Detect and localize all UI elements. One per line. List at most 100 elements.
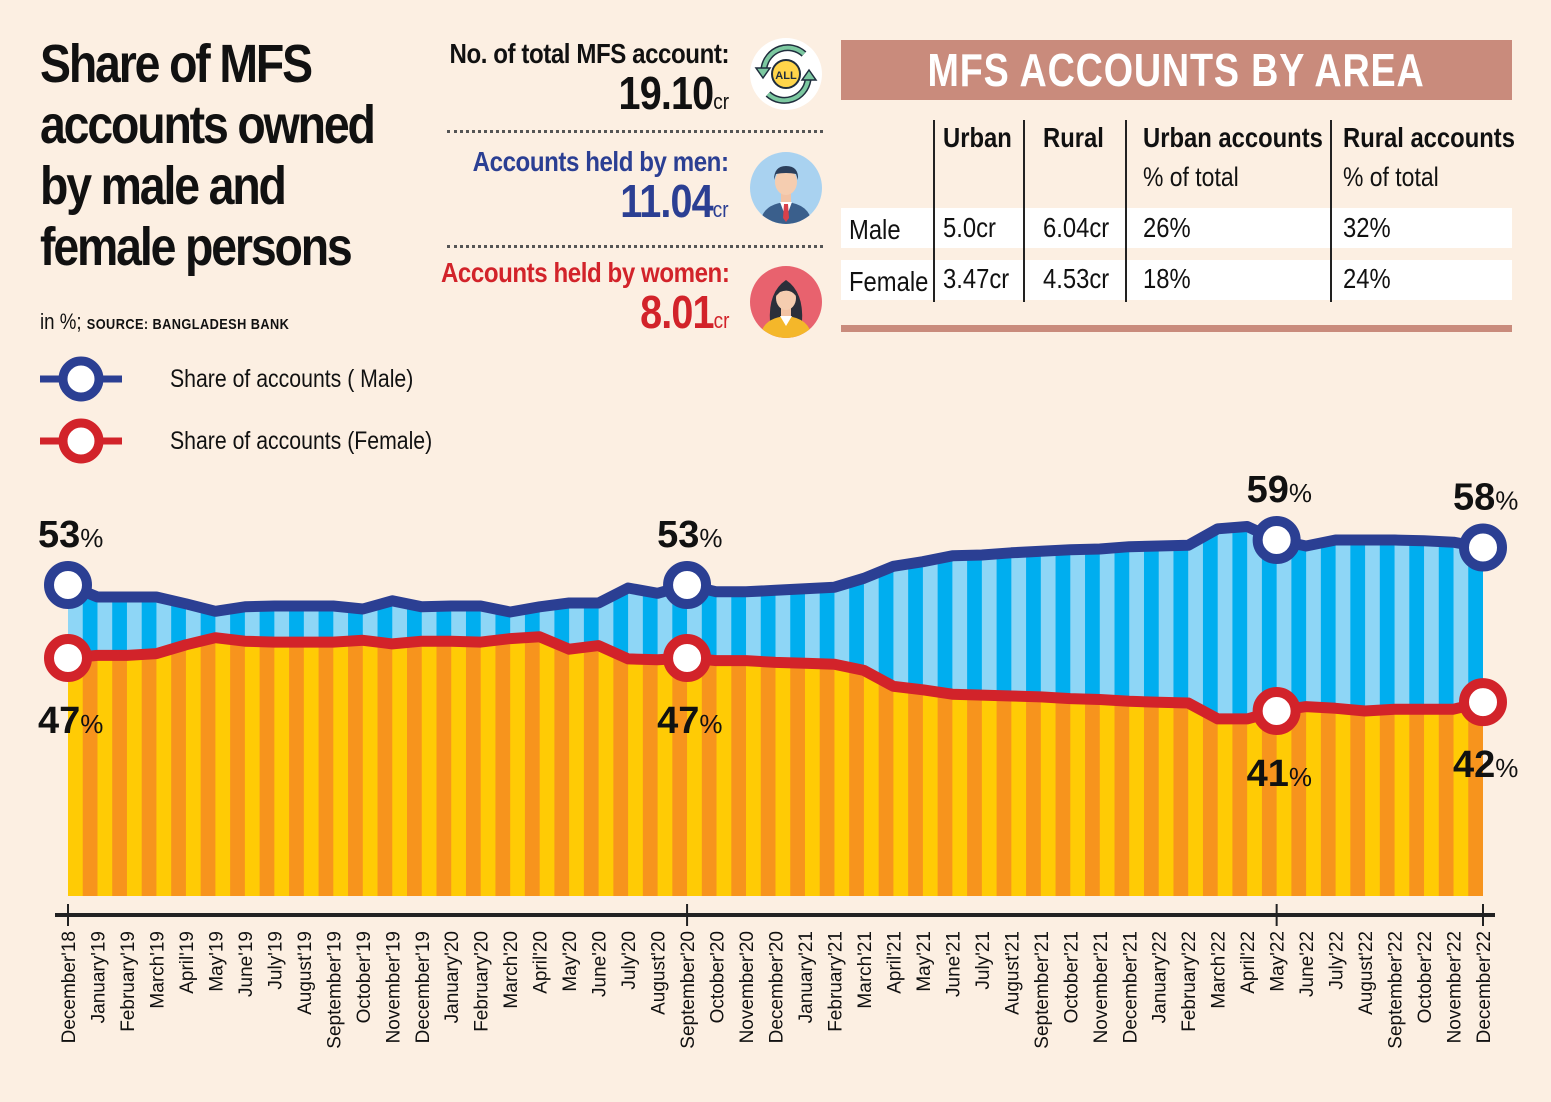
female-point-marker <box>1252 686 1301 735</box>
male-point-marker <box>44 561 92 609</box>
female-area-stripe <box>126 636 143 896</box>
title-line: female persons <box>40 217 353 277</box>
chart-title: Share of MFS accounts owned by male and … <box>40 34 384 278</box>
x-tick-label: August'20 <box>649 931 670 1015</box>
x-tick-label: June'22 <box>1297 931 1318 997</box>
female-area-stripe <box>569 636 585 896</box>
female-area-stripe <box>863 636 880 896</box>
female-area-stripe <box>141 636 157 896</box>
female-area-stripe <box>68 636 84 896</box>
female-area-stripe <box>539 636 555 896</box>
x-tick-label: May'20 <box>560 931 581 992</box>
x-tick-label: December'18 <box>59 931 80 1043</box>
stat-total-value-wrap: 19.10cr <box>449 70 729 125</box>
table-cell: 6.04cr <box>1043 212 1110 243</box>
divider <box>447 130 823 133</box>
female-area-stripe <box>318 636 334 896</box>
stat-women-value-wrap: 8.01cr <box>441 289 729 344</box>
male-point-marker <box>1252 516 1301 564</box>
data-label: 41% <box>1247 753 1312 795</box>
data-label: 58% <box>1453 477 1518 519</box>
table-cell: 26% <box>1143 212 1191 243</box>
area-chart: 53% 53% 59% 58% 47% 47% 41% 42% December'18 Janu… <box>38 469 1518 1049</box>
female-area-stripe <box>436 636 452 896</box>
x-tick-label: April'19 <box>177 931 198 994</box>
female-area-stripe <box>687 636 703 896</box>
female-area-stripe <box>731 636 747 896</box>
legend-marker-male-icon <box>40 356 122 402</box>
data-label: 47% <box>38 700 103 742</box>
female-area-stripe <box>893 636 909 896</box>
female-area-stripe <box>922 636 939 896</box>
row-label: Female <box>849 266 929 297</box>
unit-label: in %; <box>40 309 82 334</box>
x-tick-label: June'19 <box>236 931 257 997</box>
area-table-title: MFS ACCOUNTS BY AREA <box>841 40 1512 100</box>
table-cell: 18% <box>1143 263 1191 294</box>
female-area-stripe <box>510 636 526 896</box>
female-area-stripe <box>716 636 732 896</box>
legend-label: Share of accounts (Female) <box>170 426 433 455</box>
male-point-marker <box>663 561 712 609</box>
female-area-stripe <box>465 636 482 896</box>
x-tick-label: October'19 <box>354 931 375 1023</box>
area-table-title-text: MFS ACCOUNTS BY AREA <box>927 44 1425 96</box>
female-area-stripe <box>967 636 983 896</box>
female-area-stripe <box>289 636 305 896</box>
column-divider <box>1023 120 1025 302</box>
stat-total: No. of total MFS account: 19.10cr <box>404 38 729 125</box>
female-area-stripe <box>421 636 437 896</box>
female-area-stripe <box>392 636 408 896</box>
x-tick-label: March'22 <box>1209 931 1230 1009</box>
table-cell: 3.47cr <box>943 263 1010 294</box>
female-area-stripe <box>495 636 511 896</box>
female-area-stripe <box>230 636 246 896</box>
female-area-stripe <box>613 636 629 896</box>
x-tick-label: November'19 <box>383 931 404 1043</box>
female-area-stripe <box>407 636 423 896</box>
table-cell: 4.53cr <box>1043 263 1110 294</box>
female-area-stripe <box>377 636 393 896</box>
data-label: 53% <box>38 514 103 556</box>
x-tick-label: September'22 <box>1386 931 1407 1049</box>
female-area-stripe <box>524 636 541 896</box>
stat-men-unit: cr <box>713 197 729 222</box>
female-area-stripe <box>112 636 128 896</box>
table-row-bg <box>841 208 1512 248</box>
female-point-marker <box>44 634 92 682</box>
legend-item-female: Share of accounts (Female) <box>40 418 478 464</box>
female-area-stripe <box>348 636 364 896</box>
female-area-stripe <box>672 636 688 896</box>
column-subheader: % of total <box>1143 162 1239 192</box>
female-area-stripe <box>701 636 718 896</box>
data-label: 42% <box>1453 744 1518 786</box>
female-area-stripe <box>215 636 231 896</box>
x-tick-label: September'20 <box>678 931 699 1049</box>
x-tick-label: February'19 <box>118 931 139 1032</box>
man-avatar-icon <box>750 152 822 224</box>
chart-subtitle: in %; SOURCE: BANGLADESH BANK <box>40 309 289 335</box>
x-tick-label: December'21 <box>1120 931 1141 1043</box>
female-area-stripe <box>598 636 614 896</box>
legend-label: Share of accounts ( Male) <box>170 364 414 393</box>
x-tick-label: February'22 <box>1179 931 1200 1032</box>
column-divider <box>1330 120 1332 302</box>
female-area-stripe <box>362 636 379 896</box>
female-area-stripe <box>82 636 98 896</box>
female-area-stripe <box>804 636 821 896</box>
x-tick-label: June'20 <box>590 931 611 997</box>
column-header: Rural accounts <box>1343 122 1515 153</box>
female-area-stripe <box>274 636 290 896</box>
x-tick-label: July'21 <box>973 931 994 990</box>
stat-men-label: Accounts held by men: <box>473 146 729 177</box>
table-cell: 32% <box>1343 212 1391 243</box>
table-cell: 5.0cr <box>943 212 996 243</box>
stat-total-label: No. of total MFS account: <box>449 38 729 69</box>
data-label: 47% <box>657 700 722 742</box>
x-tick-label: April'22 <box>1238 931 1259 994</box>
female-point-marker <box>663 634 712 682</box>
x-tick-label: November'22 <box>1445 931 1466 1043</box>
data-label: 53% <box>657 514 722 556</box>
female-area-stripe <box>657 636 673 896</box>
x-tick-label: November'21 <box>1091 931 1112 1043</box>
